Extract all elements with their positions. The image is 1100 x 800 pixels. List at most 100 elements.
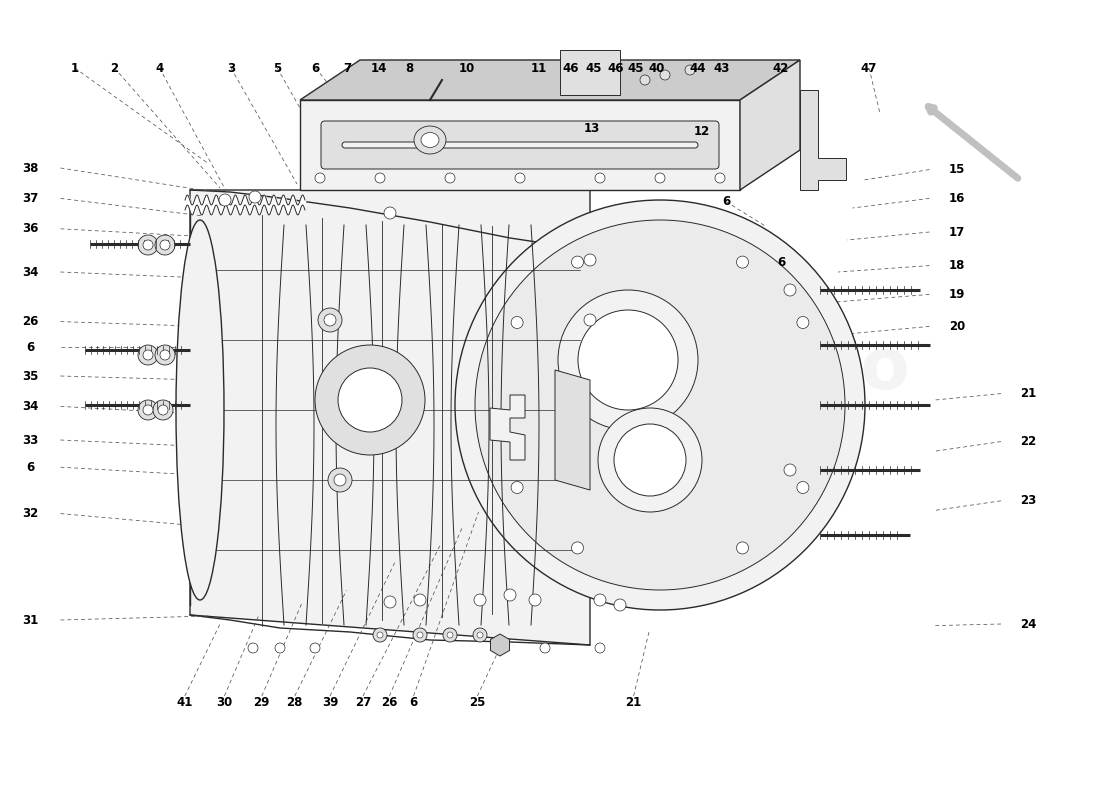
Circle shape xyxy=(614,599,626,611)
Polygon shape xyxy=(800,90,846,190)
Circle shape xyxy=(512,482,524,494)
Circle shape xyxy=(504,589,516,601)
Circle shape xyxy=(324,314,336,326)
Text: a passion for cars: a passion for cars xyxy=(557,431,803,459)
Circle shape xyxy=(796,482,808,494)
Circle shape xyxy=(447,632,453,638)
Circle shape xyxy=(595,173,605,183)
Text: 23: 23 xyxy=(1021,494,1036,507)
Circle shape xyxy=(328,468,352,492)
Circle shape xyxy=(796,317,808,329)
Circle shape xyxy=(248,643,258,653)
Text: 24: 24 xyxy=(1021,618,1036,630)
Circle shape xyxy=(715,173,725,183)
Circle shape xyxy=(334,474,346,486)
Text: 21: 21 xyxy=(1021,387,1036,400)
Ellipse shape xyxy=(345,151,355,169)
Circle shape xyxy=(578,310,678,410)
Circle shape xyxy=(315,345,425,455)
Text: 21: 21 xyxy=(626,696,641,709)
Text: 16: 16 xyxy=(949,192,965,205)
Text: 25: 25 xyxy=(470,696,485,709)
Circle shape xyxy=(338,368,402,432)
Ellipse shape xyxy=(414,126,446,154)
Text: 8: 8 xyxy=(405,62,414,74)
Circle shape xyxy=(384,596,396,608)
Text: 43: 43 xyxy=(714,62,729,74)
Text: 18: 18 xyxy=(949,259,965,272)
Text: 29: 29 xyxy=(254,696,270,709)
Circle shape xyxy=(138,235,158,255)
Text: 11: 11 xyxy=(531,62,547,74)
Text: 10: 10 xyxy=(459,62,474,74)
Text: 39: 39 xyxy=(322,696,338,709)
Text: 30: 30 xyxy=(217,696,232,709)
Circle shape xyxy=(529,594,541,606)
Text: 44: 44 xyxy=(689,62,706,74)
Circle shape xyxy=(515,173,525,183)
Ellipse shape xyxy=(421,133,439,147)
Text: 33: 33 xyxy=(23,434,38,446)
Text: 34: 34 xyxy=(23,266,38,278)
Circle shape xyxy=(275,643,285,653)
Circle shape xyxy=(654,173,666,183)
Polygon shape xyxy=(300,60,800,100)
Circle shape xyxy=(474,594,486,606)
Text: 37: 37 xyxy=(23,192,38,205)
Text: 36: 36 xyxy=(23,222,38,235)
Circle shape xyxy=(417,632,424,638)
Circle shape xyxy=(155,345,175,365)
Circle shape xyxy=(160,350,170,360)
Text: 6: 6 xyxy=(311,62,320,74)
Circle shape xyxy=(373,628,387,642)
Circle shape xyxy=(473,628,487,642)
Circle shape xyxy=(414,594,426,606)
Ellipse shape xyxy=(345,91,355,109)
Circle shape xyxy=(640,75,650,85)
Circle shape xyxy=(584,254,596,266)
Text: 34: 34 xyxy=(23,400,38,413)
Text: 26: 26 xyxy=(382,696,397,709)
Text: 6: 6 xyxy=(777,256,785,269)
Text: europauto: europauto xyxy=(490,335,911,405)
Text: 46: 46 xyxy=(608,62,625,74)
Circle shape xyxy=(315,173,324,183)
Circle shape xyxy=(143,240,153,250)
Text: 17: 17 xyxy=(949,226,965,238)
Circle shape xyxy=(310,643,320,653)
Circle shape xyxy=(160,240,170,250)
Circle shape xyxy=(455,200,865,610)
Circle shape xyxy=(412,628,427,642)
Circle shape xyxy=(153,400,173,420)
Circle shape xyxy=(737,256,748,268)
Text: 14: 14 xyxy=(371,62,386,74)
Text: 6: 6 xyxy=(409,696,418,709)
Polygon shape xyxy=(556,370,590,490)
FancyBboxPatch shape xyxy=(560,50,620,95)
Circle shape xyxy=(572,256,583,268)
Text: 4: 4 xyxy=(155,62,164,74)
Text: 7: 7 xyxy=(343,62,352,74)
Ellipse shape xyxy=(176,220,224,600)
Text: 2: 2 xyxy=(110,62,119,74)
Text: 28: 28 xyxy=(287,696,303,709)
Circle shape xyxy=(614,424,686,496)
Circle shape xyxy=(685,65,695,75)
Polygon shape xyxy=(490,395,525,460)
Circle shape xyxy=(443,628,456,642)
Circle shape xyxy=(512,317,524,329)
Text: 40: 40 xyxy=(649,62,664,74)
Text: 38: 38 xyxy=(23,162,38,174)
Ellipse shape xyxy=(345,111,355,129)
Text: 45: 45 xyxy=(627,62,644,74)
Circle shape xyxy=(595,643,605,653)
Polygon shape xyxy=(491,634,509,656)
Text: 31: 31 xyxy=(23,614,38,626)
Circle shape xyxy=(558,290,698,430)
Circle shape xyxy=(143,405,153,415)
Circle shape xyxy=(784,464,796,476)
Text: 1: 1 xyxy=(70,62,79,74)
Ellipse shape xyxy=(345,71,355,89)
Text: 46: 46 xyxy=(562,62,579,74)
Text: since 1985: since 1985 xyxy=(588,474,771,506)
